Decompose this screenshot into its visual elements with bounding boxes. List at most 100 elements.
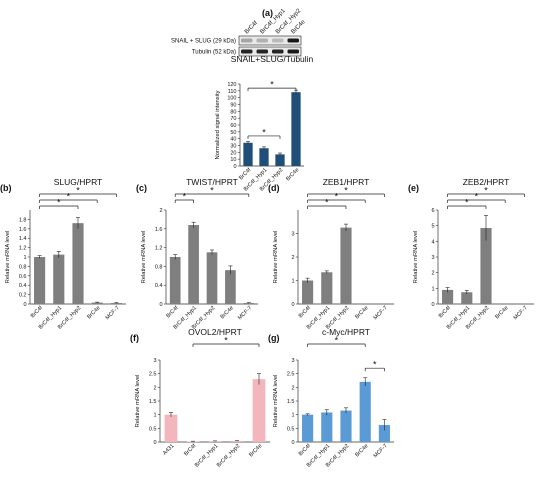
- y-tick-label: 2: [431, 271, 434, 277]
- bar: [243, 142, 253, 166]
- chart-title: TWIST/HPRT: [186, 177, 238, 187]
- bar: [302, 414, 314, 442]
- y-tick-label: 10: [230, 157, 236, 163]
- blot-band: [287, 38, 299, 43]
- y-axis-label: Relative mRNA level: [273, 231, 279, 284]
- blot-row-label: Tubulin (52 kDa): [192, 49, 236, 55]
- y-tick-label: 1.5: [287, 399, 295, 405]
- category-label: BrC4e: [494, 305, 509, 320]
- bar: [169, 257, 181, 304]
- bar: [340, 227, 352, 304]
- category-label: BrC4f_Hyp2: [216, 443, 241, 468]
- bar: [186, 441, 200, 442]
- chart-f: OVOL2/HPRT (f) Relative mRNA level 0 0.5 1 1.5…: [130, 327, 270, 469]
- bar: [321, 272, 333, 304]
- category-label: A431: [162, 443, 175, 456]
- significance-star: *: [262, 127, 266, 137]
- y-tick-label: 50: [230, 130, 236, 136]
- bar: [91, 302, 103, 304]
- y-tick-label: 0: [233, 164, 236, 170]
- y-axis-label: Relative mRNA level: [141, 231, 147, 284]
- y-tick-label: 20: [230, 150, 236, 156]
- significance-star: *: [76, 186, 80, 196]
- panel-label: (c): [136, 183, 147, 193]
- y-tick-label: 1: [291, 279, 294, 285]
- bar: [321, 412, 333, 442]
- bar: [461, 292, 473, 304]
- y-tick-label: 1.2: [19, 246, 27, 252]
- y-tick-label: 0.2: [19, 293, 27, 299]
- bar: [480, 228, 492, 304]
- y-tick-label: 0: [153, 440, 156, 446]
- panel-label: (d): [268, 183, 280, 193]
- category-label: BrC4f: [298, 305, 313, 320]
- y-axis-label: Relative mRNA level: [5, 231, 11, 284]
- y-tick-label: 3: [291, 358, 294, 364]
- y-tick-label: 100: [227, 96, 236, 102]
- blot-band: [241, 38, 253, 43]
- y-tick-label: 2.5: [287, 372, 295, 378]
- bar: [34, 257, 46, 304]
- y-axis-label: Relative mRNA level: [273, 375, 279, 428]
- category-label: BrC4e: [248, 443, 263, 458]
- significance-star: *: [344, 186, 348, 196]
- significance-star: *: [465, 198, 469, 208]
- y-tick-label: 0: [291, 302, 294, 308]
- y-tick-label: 0: [291, 440, 294, 446]
- significance-star: *: [67, 192, 71, 202]
- bar: [259, 148, 269, 166]
- bar: [72, 223, 84, 304]
- bar: [378, 425, 390, 442]
- significance-star: *: [183, 192, 187, 202]
- chart-title: ZEB1/HPRT: [323, 177, 370, 187]
- y-tick-label: 1: [23, 255, 26, 261]
- y-tick-label: 0.5: [149, 426, 157, 432]
- chart-title: SLUG/HPRT: [54, 177, 103, 187]
- y-tick-label: 60: [230, 123, 236, 129]
- bar: [206, 252, 218, 304]
- y-tick-label: 0.6: [19, 274, 27, 280]
- bar: [164, 414, 178, 442]
- chart-b: SLUG/HPRT (b) Relative mRNA level 0 0.2 0.4 0.…: [0, 177, 126, 331]
- bar: [188, 225, 199, 304]
- chart-c: TWIST/HPRT (c) Relative mRNA level 0 0.4 0.8 1…: [136, 177, 258, 331]
- bar: [340, 410, 352, 442]
- significance-star: *: [335, 336, 339, 346]
- bar: [442, 289, 454, 304]
- blot-strip: [238, 35, 302, 46]
- y-tick-label: 0: [431, 302, 434, 308]
- y-tick-label: 2: [153, 385, 156, 391]
- category-label: MCF-7: [237, 305, 253, 321]
- y-tick-label: 1: [153, 413, 156, 419]
- significance-star: *: [57, 198, 61, 208]
- significance-star: *: [325, 198, 329, 208]
- y-tick-label: 1.4: [19, 236, 27, 242]
- bar: [230, 440, 244, 442]
- blot-row-label: SNAIL + SLUG (29 kDa): [171, 38, 236, 44]
- bar: [225, 270, 236, 304]
- significance-star: *: [475, 192, 479, 202]
- y-tick-label: 120: [227, 82, 236, 88]
- chart-d: ZEB1/HPRT (d) Relative mRNA level 0 1 2 3 BrC4f…: [268, 177, 394, 331]
- category-label: BrC4f: [165, 305, 180, 320]
- panel-label: (b): [0, 183, 12, 193]
- panel-label: (g): [268, 333, 280, 343]
- bar: [302, 280, 314, 304]
- y-axis-label: Relative mRNA level: [135, 375, 141, 428]
- y-tick-label: 2.5: [149, 372, 157, 378]
- y-tick-label: 1.6: [19, 227, 27, 233]
- y-tick-label: 1.8: [19, 217, 27, 223]
- category-label: BrC4f: [183, 443, 198, 458]
- y-tick-label: 6: [431, 208, 434, 214]
- y-tick-label: 0: [23, 302, 26, 308]
- chart-a: SNAIL+SLUG/Tubulin Normalized signal inte…: [215, 54, 314, 193]
- bar: [208, 441, 222, 442]
- chart-g: c-Myc/HPRT (g) Relative mRNA level 0 0.5 1 1.5…: [268, 327, 394, 469]
- y-tick-label: 3: [431, 255, 434, 261]
- blot-strip: [238, 46, 302, 57]
- y-tick-label: 70: [230, 116, 236, 122]
- blot-lane-label: BrC4f: [244, 20, 259, 35]
- blot-band: [241, 49, 253, 54]
- category-label: BrC4f: [438, 305, 453, 320]
